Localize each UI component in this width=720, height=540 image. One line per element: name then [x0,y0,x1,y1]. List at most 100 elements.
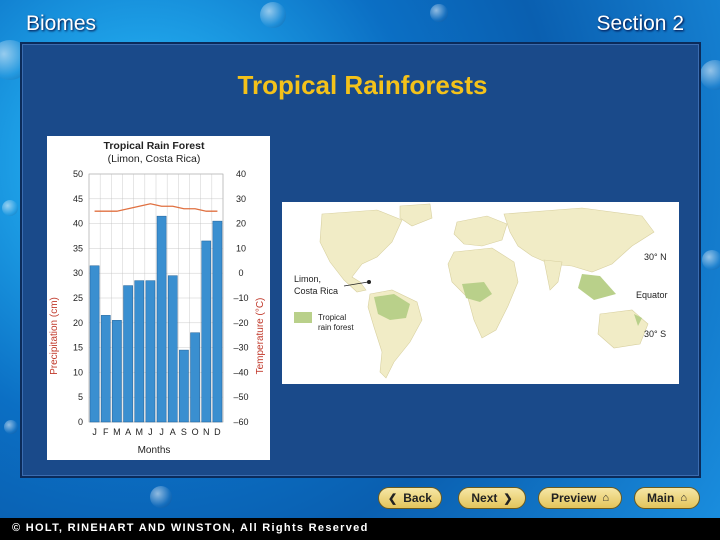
right-tick-label: –20 [233,318,248,328]
bubble-decoration [702,250,720,270]
content-panel: Tropical Rainforests Tropical Rain Fores… [20,42,701,478]
left-tick-label: 5 [78,392,83,402]
precipitation-bar [201,240,212,423]
month-tick-label: J [159,427,164,437]
precipitation-bar [123,285,133,423]
preview-label: Preview [550,491,597,505]
bubble-decoration [4,420,18,434]
latitude-30n-label: 30° N [644,252,667,262]
copyright-text: © HOLT, RINEHART AND WINSTON, All Rights… [12,522,369,534]
congo-rainforest [462,282,492,302]
chart-bars [89,215,223,423]
home-icon: ⌂ [602,492,610,504]
chapter-title: Biomes [26,12,97,35]
month-tick-label: D [214,427,221,437]
slide-title: Tropical Rainforests [237,70,488,100]
right-tick-label: –10 [233,293,248,303]
left-tick-label: 10 [73,367,83,377]
precipitation-bar [156,215,167,423]
precipitation-bar [112,320,122,423]
precipitation-bar [145,280,156,423]
month-tick-label: M [113,427,121,437]
x-axis-label: Months [138,445,171,456]
legend-swatch [294,312,312,323]
left-tick-label: 40 [73,219,83,229]
bubble-decoration [260,2,286,28]
month-tick-label: J [148,427,153,437]
chart-ticks: 50454035302520151050403020100–10–20–30–4… [73,169,249,437]
main-button[interactable]: Main ⌂ [634,487,700,509]
right-tick-label: 40 [236,169,246,179]
month-tick-label: F [103,427,109,437]
precipitation-bar [167,275,178,423]
right-tick-label: –60 [233,417,248,427]
australia-landmass [597,309,649,349]
right-tick-label: 20 [236,219,246,229]
location-marker [367,280,371,284]
chart-subtitle: (Limon, Costa Rica) [108,153,201,165]
europe-landmass [453,215,508,247]
month-tick-label: A [170,427,176,437]
month-tick-label: M [136,427,144,437]
chart-title: Tropical Rain Forest [104,140,205,152]
bubble-decoration [700,60,720,90]
bubble-decoration [150,486,172,508]
asia-landmass [503,207,655,273]
precipitation-bar [179,349,189,423]
left-tick-label: 35 [73,243,83,253]
back-button[interactable]: ❮ Back [378,487,442,509]
latitude-30s-label: 30° S [644,329,666,339]
world-map: 30° N Equator 30° S Limon, Costa Rica Tr… [282,202,679,384]
precipitation-bar [89,265,100,423]
arrow-left-icon: ❮ [388,492,398,505]
location-label-city: Limon, [294,274,321,284]
back-label: Back [403,491,432,505]
month-tick-label: J [92,427,97,437]
precipitation-bar [100,315,111,423]
right-tick-label: 0 [238,268,243,278]
legend-label-line2: rain forest [318,323,354,332]
left-tick-label: 25 [73,293,83,303]
left-tick-label: 45 [73,194,83,204]
bubble-decoration [430,4,448,22]
north-america-landmass [319,209,403,293]
chart-grid [88,173,224,423]
australia-rainforest [634,314,642,326]
main-label: Main [647,491,675,505]
climatogram: Tropical Rain Forest (Limon, Costa Rica)… [47,136,270,460]
precipitation-bar [190,332,200,423]
footer-bar: © HOLT, RINEHART AND WINSTON, All Rights… [0,518,720,540]
left-tick-label: 15 [73,343,83,353]
bubble-decoration [2,200,18,216]
y-axis-label-left: Precipitation (cm) [49,297,60,375]
climatogram-svg: Tropical Rain Forest (Limon, Costa Rica)… [49,140,266,456]
precipitation-bar [212,220,223,423]
next-button[interactable]: Next ❯ [458,487,526,509]
month-tick-label: O [192,427,199,437]
right-tick-label: –30 [233,343,248,353]
equator-label: Equator [636,290,668,300]
greenland-landmass [399,203,433,227]
right-tick-label: 30 [236,194,246,204]
location-label-country: Costa Rica [294,286,338,296]
world-map-svg: 30° N Equator 30° S Limon, Costa Rica Tr… [282,202,679,384]
chart-temperature-line [94,203,218,212]
next-label: Next [471,491,498,505]
precipitation-bar [134,280,145,423]
right-tick-label: –40 [233,367,248,377]
month-tick-label: N [203,427,210,437]
right-tick-label: –50 [233,392,248,402]
right-tick-label: 10 [236,243,246,253]
left-tick-label: 50 [73,169,83,179]
location-leader-line [343,281,369,287]
month-tick-label: A [125,427,131,437]
amazon-rainforest [374,294,410,320]
section-label: Section 2 [596,12,684,35]
india-landmass [543,259,563,291]
left-tick-label: 20 [73,318,83,328]
left-tick-label: 30 [73,268,83,278]
preview-button[interactable]: Preview ⌂ [538,487,622,509]
southeast-asia-rainforest [578,274,616,300]
left-tick-label: 0 [78,417,83,427]
temperature-line [94,203,218,212]
